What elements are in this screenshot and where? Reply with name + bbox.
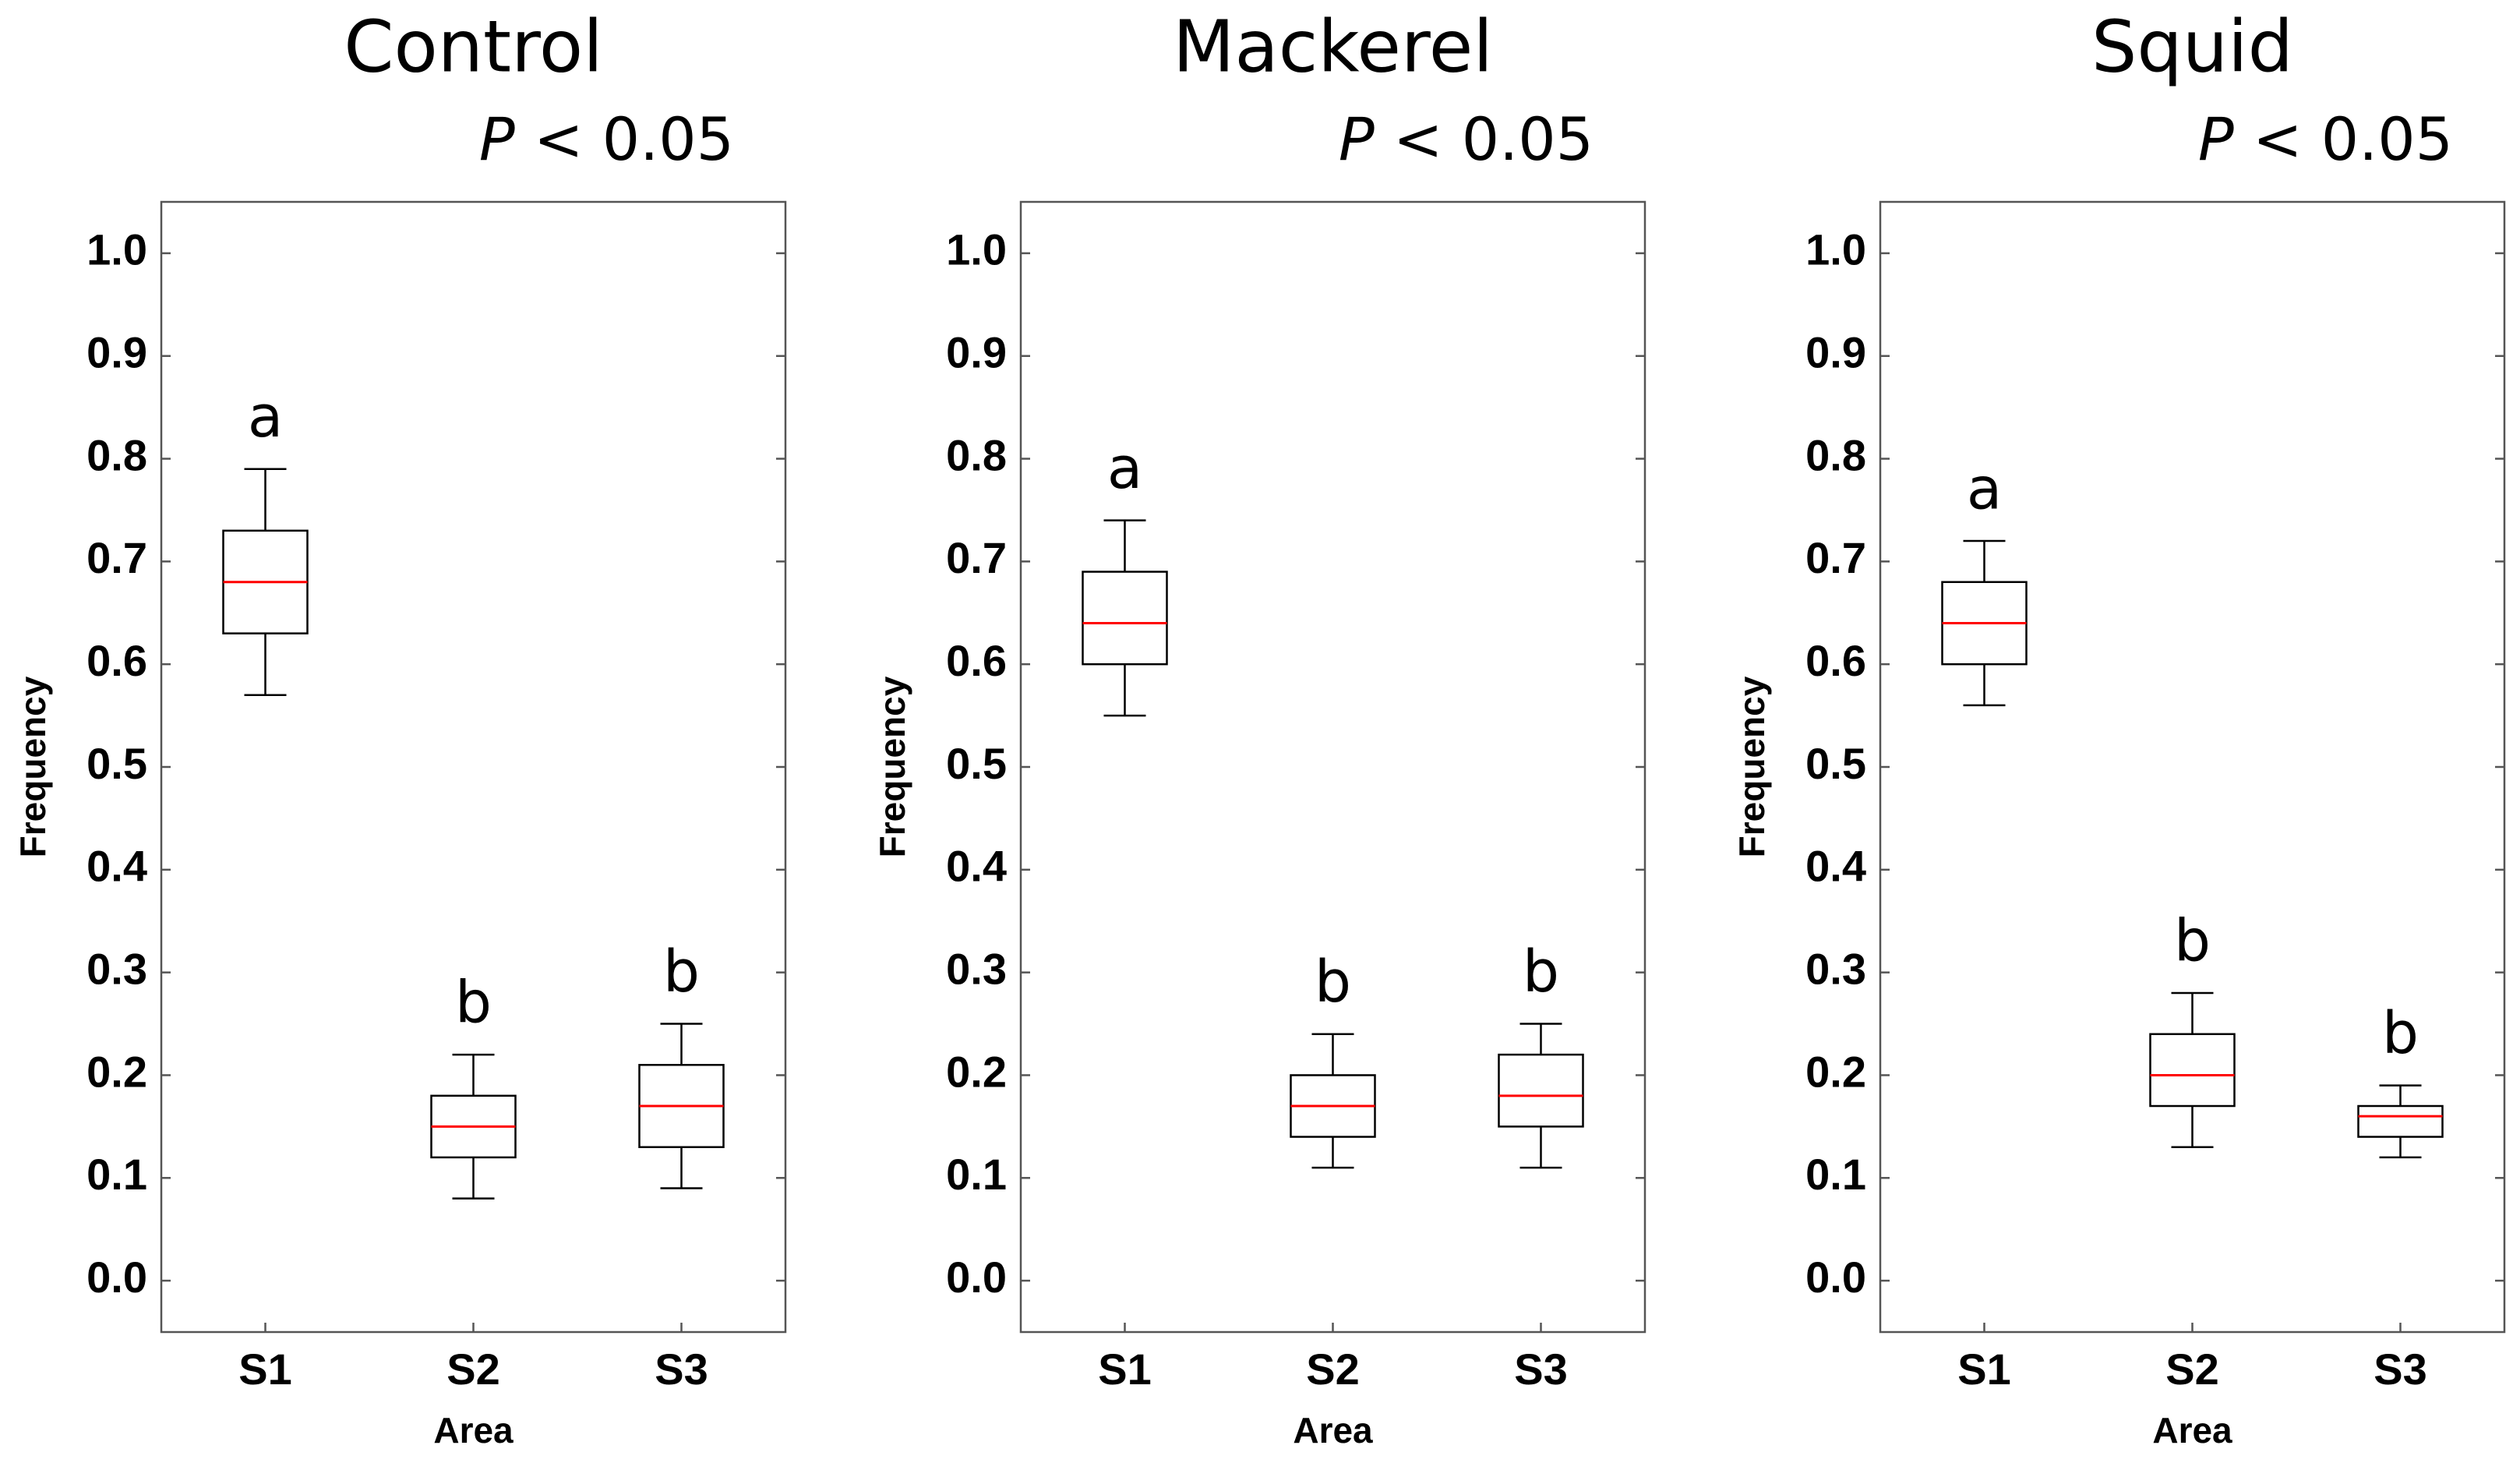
y-axis-label: Frequency <box>12 676 53 857</box>
stat-label: P < 0.05 <box>1339 104 1594 174</box>
y-tick-label: 0.5 <box>1805 739 1866 788</box>
stat-text: < 0.05 <box>534 104 734 174</box>
y-tick-label: 0.9 <box>1805 328 1866 377</box>
x-axis-label: Area <box>1293 1410 1373 1451</box>
stat-space <box>515 104 534 174</box>
y-tick-label: 0.2 <box>86 1047 147 1096</box>
x-tick-label: S2 <box>2165 1345 2219 1394</box>
plot-frame <box>1879 200 2506 1334</box>
group-letter: a <box>248 383 283 451</box>
stat-label: P < 0.05 <box>2198 104 2453 174</box>
y-tick-label: 0.2 <box>946 1047 1007 1096</box>
y-tick-label: 0.0 <box>946 1253 1007 1302</box>
box <box>2149 1033 2236 1108</box>
stat-space <box>1375 104 1393 174</box>
box <box>1082 571 1168 666</box>
x-tick-label: S3 <box>655 1345 708 1394</box>
group-letter: b <box>663 938 700 1005</box>
group-letter: b <box>1523 938 1559 1005</box>
x-tick-label: S2 <box>446 1345 500 1394</box>
stat-symbol: P <box>1339 104 1375 174</box>
y-tick-label: 0.2 <box>1805 1047 1866 1096</box>
y-tick-label: 0.9 <box>86 328 147 377</box>
panel-title: Mackerel <box>1173 5 1493 88</box>
y-tick-label: 0.1 <box>1805 1150 1866 1199</box>
stat-symbol: P <box>2198 104 2234 174</box>
x-axis-label: Area <box>2152 1410 2232 1451</box>
panel-title: Control <box>344 5 603 88</box>
y-tick-label: 0.4 <box>946 842 1007 891</box>
y-tick-label: 0.0 <box>86 1253 147 1302</box>
y-tick-label: 0.1 <box>86 1150 147 1199</box>
box <box>2357 1104 2444 1138</box>
group-letter: b <box>2382 1000 2419 1067</box>
y-axis-label: Frequency <box>872 676 912 857</box>
y-tick-label: 0.4 <box>1805 842 1866 891</box>
x-tick-label: S1 <box>1957 1345 2011 1394</box>
y-tick-label: 1.0 <box>1805 225 1866 274</box>
x-tick-label: S1 <box>238 1345 292 1394</box>
y-tick-label: 0.8 <box>946 430 1007 479</box>
x-tick-label: S3 <box>2374 1345 2427 1394</box>
y-tick-label: 0.0 <box>1805 1253 1866 1302</box>
y-tick-label: 0.1 <box>946 1150 1007 1199</box>
y-tick-label: 1.0 <box>946 225 1007 274</box>
y-tick-label: 0.7 <box>86 533 147 582</box>
box <box>1498 1053 1584 1128</box>
x-tick-label: S1 <box>1098 1345 1152 1394</box>
y-tick-label: 0.9 <box>946 328 1007 377</box>
y-tick-label: 0.3 <box>86 944 147 993</box>
stat-text: < 0.05 <box>2253 104 2453 174</box>
y-tick-label: 1.0 <box>86 225 147 274</box>
y-tick-label: 0.7 <box>1805 533 1866 582</box>
x-tick-label: S2 <box>1306 1345 1360 1394</box>
y-tick-label: 0.8 <box>86 430 147 479</box>
stat-label: P < 0.05 <box>479 104 734 174</box>
y-tick-label: 0.7 <box>946 533 1007 582</box>
stat-symbol: P <box>479 104 515 174</box>
y-tick-label: 0.5 <box>946 739 1007 788</box>
y-tick-label: 0.3 <box>946 944 1007 993</box>
y-tick-label: 0.5 <box>86 739 147 788</box>
x-axis-label: Area <box>433 1410 514 1451</box>
y-tick-label: 0.6 <box>946 636 1007 685</box>
y-tick-label: 0.3 <box>1805 944 1866 993</box>
group-letter: a <box>1967 456 2002 523</box>
stat-space <box>2234 104 2253 174</box>
y-tick-label: 0.6 <box>1805 636 1866 685</box>
group-letter: a <box>1107 435 1142 502</box>
y-tick-label: 0.4 <box>86 842 147 891</box>
panel-title: Squid <box>2091 5 2293 88</box>
stat-text: < 0.05 <box>1393 104 1594 174</box>
y-tick-label: 0.8 <box>1805 430 1866 479</box>
group-letter: b <box>455 970 492 1037</box>
x-tick-label: S3 <box>1514 1345 1568 1394</box>
y-axis-label: Frequency <box>1731 676 1772 857</box>
group-letter: b <box>1315 949 1351 1016</box>
y-tick-label: 0.6 <box>86 636 147 685</box>
group-letter: b <box>2174 908 2211 975</box>
